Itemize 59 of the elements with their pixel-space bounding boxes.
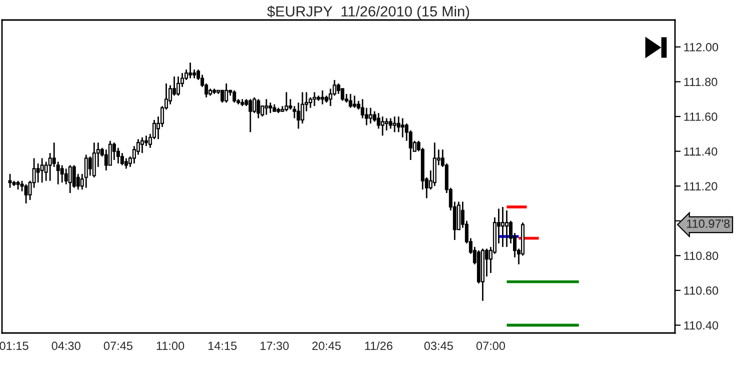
candlestick <box>224 82 228 104</box>
y-tick-label: 111.20 <box>684 182 718 190</box>
candlestick <box>284 91 288 112</box>
candlestick <box>364 107 368 126</box>
candlestick <box>8 173 12 188</box>
candlestick <box>388 118 392 130</box>
candlestick <box>380 116 384 136</box>
candlestick <box>504 210 509 248</box>
candlestick <box>176 76 180 96</box>
x-tick-label: 03:45 <box>424 342 453 350</box>
y-tick-label: 111.40 <box>684 147 718 156</box>
chart-title: $EURJPY 11/26/2010 (15 Min) <box>267 6 470 20</box>
y-tick-label: 111.60 <box>684 112 718 121</box>
candlestick <box>256 98 260 119</box>
candlestick <box>88 156 92 176</box>
y-tick-label: 110.40 <box>684 321 718 330</box>
candlestick <box>120 152 124 166</box>
candlestick <box>64 168 68 186</box>
x-tick-label: 07:45 <box>104 342 132 350</box>
y-tick-label: 112.00 <box>684 42 718 52</box>
candlestick <box>320 90 324 106</box>
candlestick <box>368 107 372 124</box>
candlestick <box>392 116 396 133</box>
candlestick <box>68 164 72 194</box>
text: 110.97'8 <box>687 219 730 228</box>
candlestick <box>140 136 144 154</box>
candlestick <box>500 206 504 248</box>
x-tick-label: 20:45 <box>312 342 341 350</box>
y-tick-label: 110.80 <box>684 252 718 260</box>
candlestick <box>296 102 300 130</box>
candlestick <box>340 88 344 102</box>
y-tick-label: 110.60 <box>684 286 718 295</box>
candlestick <box>312 91 316 107</box>
candlestick <box>384 118 388 132</box>
candlestick <box>40 158 44 184</box>
candlestick <box>400 118 404 138</box>
x-tick-label: 11/26 <box>365 341 392 350</box>
candlestick <box>300 91 304 124</box>
candlestick <box>264 98 268 116</box>
candlestick <box>144 134 148 147</box>
candlestick <box>24 184 28 204</box>
candlestick <box>92 142 96 178</box>
candlestick <box>232 90 236 104</box>
y-tick-label: 111.80 <box>684 78 718 86</box>
candlestick <box>248 98 252 133</box>
x-tick-label: 14:15 <box>208 342 237 350</box>
candlestick <box>352 94 356 109</box>
x-tick-label: 04:30 <box>52 342 80 350</box>
x-tick-label: 11:00 <box>156 342 184 350</box>
candlestick <box>328 88 332 107</box>
candlestick <box>268 102 272 114</box>
x-tick-label: 01:15 <box>0 342 28 350</box>
candlestick <box>188 62 192 79</box>
x-tick-label: 17:30 <box>260 342 289 350</box>
candlestick <box>60 164 64 184</box>
candlestick <box>84 154 88 188</box>
x-tick-label: 07:00 <box>476 342 506 350</box>
candlestick <box>348 93 352 109</box>
candlestick <box>220 90 224 104</box>
